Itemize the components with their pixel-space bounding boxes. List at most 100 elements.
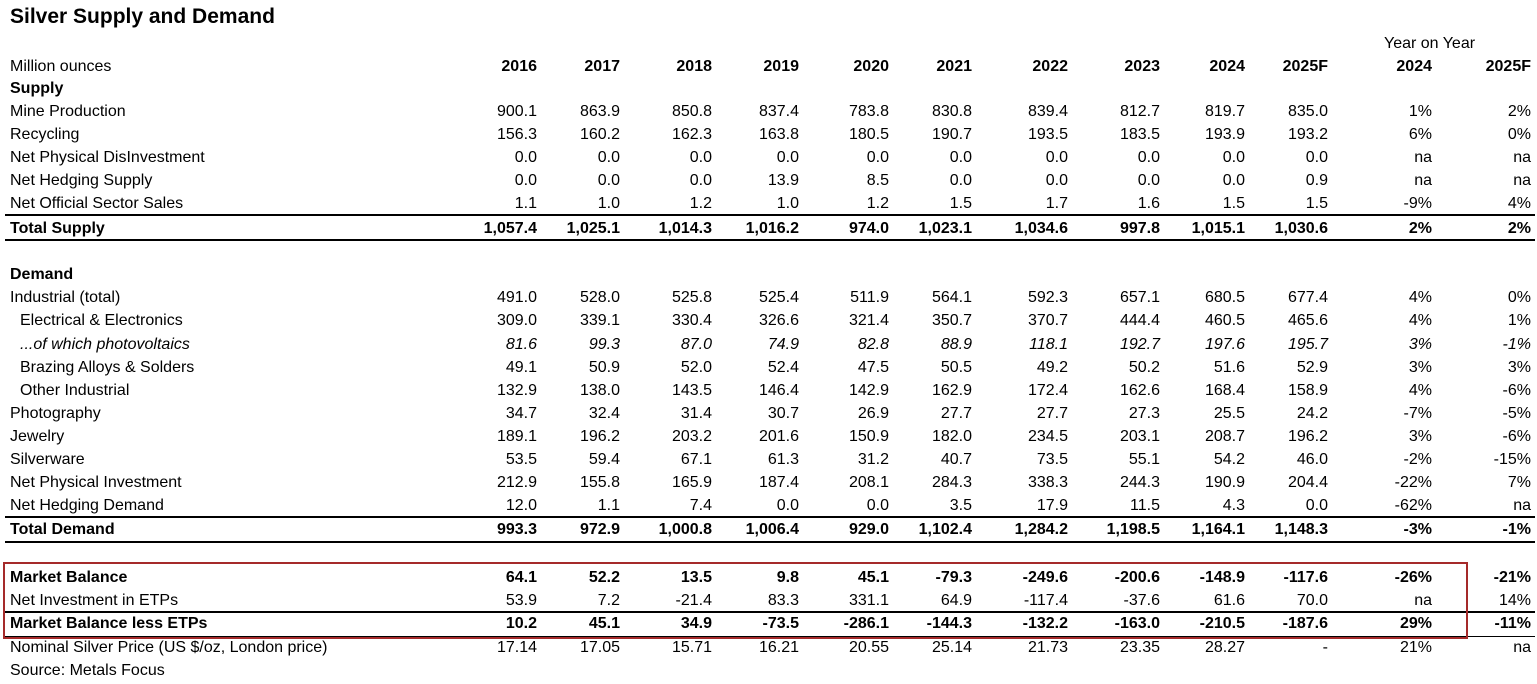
cell: 21% [1399,639,1432,656]
cell: 204.4 [1287,474,1328,491]
cell: 55.1 [1128,451,1160,468]
cell: 3% [1408,359,1432,376]
cell: 0.0 [689,172,712,189]
year-header: 2019 [763,58,799,75]
row-label: Total Demand [10,521,115,538]
cell: 972.9 [579,521,620,538]
cell: 40.7 [940,451,972,468]
row-label: Jewelry [10,428,65,445]
cell: 0.0 [1305,149,1328,166]
cell: 1,030.6 [1274,220,1328,237]
cell: 309.0 [496,312,537,329]
cell: -6% [1502,428,1531,445]
cell: 0.0 [1305,497,1328,514]
cell: 87.0 [680,336,712,353]
row-label: Net Official Sector Sales [10,195,184,212]
cell: -210.5 [1199,615,1245,632]
cell: 182.0 [931,428,972,445]
cell: 53.5 [505,451,537,468]
cell: 3.5 [949,497,972,514]
cell: 30.7 [767,405,799,422]
row-label: Net Hedging Demand [10,497,164,514]
cell: 3% [1507,359,1531,376]
cell: 1,015.1 [1191,220,1245,237]
cell: 1,016.2 [745,220,799,237]
cell: 208.1 [848,474,889,491]
cell: 339.1 [579,312,620,329]
cell: 193.2 [1287,126,1328,143]
cell: 52.9 [1296,359,1328,376]
cell: 1% [1408,103,1432,120]
cell: 54.2 [1213,451,1245,468]
cell: 993.3 [496,521,537,538]
row-label: Brazing Alloys & Solders [20,359,195,376]
cell: 99.3 [588,336,620,353]
cell: 51.6 [1213,359,1245,376]
cell: 143.5 [671,382,712,399]
cell: 172.4 [1027,382,1068,399]
cell: -163.0 [1114,615,1160,632]
cell: 28.27 [1204,639,1245,656]
cell: 0.0 [949,149,972,166]
cell: 49.2 [1036,359,1068,376]
cell: 1.5 [949,195,972,212]
cell: 192.7 [1119,336,1160,353]
title: Silver Supply and Demand [10,5,275,28]
cell: 49.1 [505,359,537,376]
cell: -9% [1403,195,1432,212]
cell: 4% [1507,195,1531,212]
cell: 1,148.3 [1274,521,1328,538]
cell: 0.0 [689,149,712,166]
cell: 0.0 [597,172,620,189]
cell: 64.1 [505,569,537,586]
cell: 27.7 [940,405,972,422]
cell: - [1322,639,1328,656]
cell: 0.0 [776,149,799,166]
cell: na [1513,149,1531,166]
cell: 244.3 [1119,474,1160,491]
year-header: 2020 [853,58,889,75]
year-header: 2022 [1032,58,1068,75]
cell: 168.4 [1204,382,1245,399]
cell: 155.8 [579,474,620,491]
cell: 64.9 [940,592,972,609]
cell: 59.4 [588,451,620,468]
cell: 203.2 [671,428,712,445]
cell: -3% [1403,521,1432,538]
cell: 1.2 [689,195,712,212]
cell: 863.9 [579,103,620,120]
cell: 1.7 [1045,195,1068,212]
cell: 34.9 [680,615,712,632]
cell: 29% [1399,615,1432,632]
cell: 27.3 [1128,405,1160,422]
cell: 17.14 [496,639,537,656]
cell: 16.21 [758,639,799,656]
cell: 52.2 [588,569,620,586]
cell: 592.3 [1027,289,1068,306]
cell: 61.3 [767,451,799,468]
cell: 50.5 [940,359,972,376]
cell: 183.5 [1119,126,1160,143]
cell: 839.4 [1027,103,1068,120]
cell: 680.5 [1204,289,1245,306]
cell: 1.5 [1305,195,1328,212]
cell: 162.9 [931,382,972,399]
row-label: Net Physical DisInvestment [10,149,205,166]
rule [5,611,1535,613]
cell: 70.0 [1296,592,1328,609]
cell: 564.1 [931,289,972,306]
cell: 0.9 [1305,172,1328,189]
row-label: Nominal Silver Price (US $/oz, London pr… [10,639,328,656]
cell: 50.2 [1128,359,1160,376]
cell: 208.7 [1204,428,1245,445]
cell: 0% [1507,289,1531,306]
cell: na [1513,639,1531,656]
cell: 50.9 [588,359,620,376]
cell: na [1414,172,1432,189]
cell: 1,284.2 [1014,521,1068,538]
cell: 284.3 [931,474,972,491]
yoy-header: 2024 [1396,58,1432,75]
cell: 1,000.8 [658,521,712,538]
cell: 1,014.3 [658,220,712,237]
cell: 4% [1408,312,1432,329]
